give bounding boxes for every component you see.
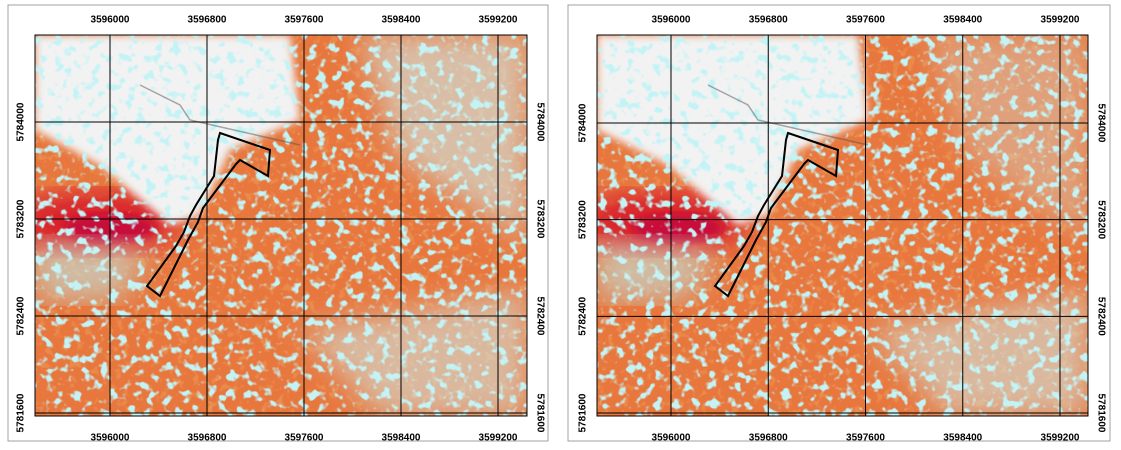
x-tick-label: 3597600: [285, 15, 324, 26]
site-outline: [145, 131, 272, 298]
y-tick-label: 5783200: [534, 200, 545, 239]
map-panel: 3596000 3596000 3596800 3596800 3597600 35976…: [7, 4, 549, 444]
y-tick-label: 5784000: [578, 103, 589, 142]
x-tick-label: 3599200: [1041, 433, 1080, 444]
map-border: [596, 34, 1089, 417]
y-tick-label: 5781600: [16, 393, 27, 432]
x-tick-label: 3596800: [188, 15, 227, 26]
y-tick-label: 5782400: [534, 297, 545, 336]
y-tick-label: 5781600: [578, 393, 589, 432]
y-tick-label: 5782400: [578, 296, 589, 335]
x-tick-label: 3596800: [749, 433, 788, 444]
x-tick-label: 3598400: [382, 15, 421, 26]
x-tick-label: 3597600: [846, 15, 885, 26]
y-tick-label: 5783200: [1095, 200, 1106, 239]
x-tick-label: 3598400: [943, 15, 982, 26]
x-tick-label: 3599200: [1041, 15, 1080, 26]
map-border: [34, 34, 528, 417]
x-tick-label: 3596000: [652, 15, 691, 26]
x-tick-label: 3596000: [91, 15, 130, 26]
x-tick-label: 3599200: [479, 433, 518, 444]
x-tick-label: 3597600: [285, 433, 324, 444]
y-tick-label: 5784000: [16, 102, 27, 141]
x-tick-label: 3596800: [188, 433, 227, 444]
raster-speckle: [597, 35, 1088, 416]
stream: [139, 84, 301, 146]
raster: [597, 35, 1088, 416]
y-tick-label: 5784000: [534, 103, 545, 142]
raster: [35, 35, 527, 416]
x-tick-label: 3598400: [943, 433, 982, 444]
x-tick-label: 3596000: [652, 433, 691, 444]
y-tick-label: 5781600: [534, 394, 545, 433]
stream: [707, 84, 869, 146]
y-tick-label: 5783200: [16, 199, 27, 238]
y-tick-label: 5784000: [1095, 104, 1106, 143]
site-outline: [713, 131, 840, 298]
x-tick-label: 3598400: [382, 433, 421, 444]
x-tick-label: 3599200: [479, 15, 518, 26]
x-tick-label: 3596800: [749, 15, 788, 26]
raster-speckle: [35, 35, 527, 416]
x-tick-label: 3597600: [846, 433, 885, 444]
y-tick-label: 5782400: [16, 296, 27, 335]
map-panel: 3596000 3596000 3596800 3596800 3597600 35976…: [567, 4, 1111, 444]
y-tick-label: 5781600: [1095, 394, 1106, 433]
x-tick-label: 3596000: [91, 433, 130, 444]
y-tick-label: 5782400: [1095, 297, 1106, 336]
y-tick-label: 5783200: [578, 200, 589, 239]
